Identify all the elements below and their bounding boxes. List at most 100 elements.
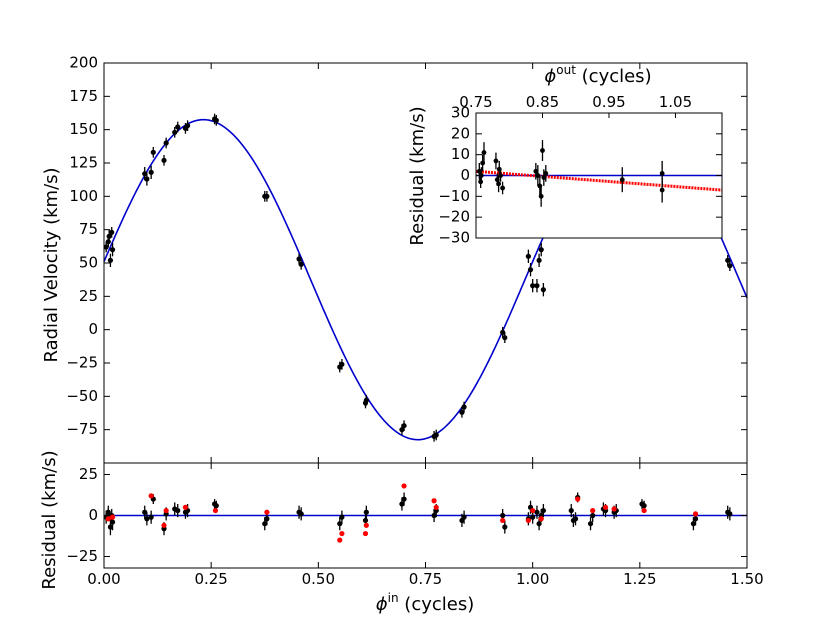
residual-point [362, 517, 369, 524]
rv-data-point [536, 257, 542, 263]
inset-point [478, 179, 484, 185]
residual-alt-point [575, 496, 581, 502]
inset-point [541, 175, 547, 180]
rv-data-point [264, 193, 270, 199]
residual-point [337, 521, 343, 527]
residual-xtick-label: 1.25 [623, 570, 656, 588]
rv-data-point [461, 404, 467, 410]
rv-data-point [527, 267, 534, 273]
inset-point [481, 150, 487, 155]
residual-alt-point [641, 507, 647, 514]
rv-data-point [399, 427, 405, 433]
residual-alt-point [163, 507, 169, 514]
inset-point [659, 187, 665, 193]
residual-alt-point [264, 509, 270, 515]
main-ytick-label: −25 [66, 354, 98, 372]
inset-x-axis-label-symbol: ϕ [544, 66, 556, 87]
rv-data-point [144, 176, 150, 182]
residual-y-axis-label: Residual (km/s) [39, 450, 60, 589]
main-ytick-label: 50 [79, 254, 98, 272]
residual-point [144, 516, 150, 522]
residual-alt-point [339, 530, 345, 537]
rv-data-point [142, 171, 148, 177]
residual-alt-point [500, 517, 506, 524]
residual-point [175, 507, 181, 514]
rv-data-point [363, 397, 369, 403]
inset-point [540, 148, 545, 153]
residual-alt-point [212, 507, 219, 514]
residual-point [568, 507, 574, 514]
residual-point [363, 509, 369, 515]
residual-point [107, 524, 114, 530]
x-axis-label-symbol: ϕ [376, 594, 388, 615]
rv-data-point [525, 253, 531, 259]
residual-point [213, 503, 219, 509]
residual-xtick-label: 0.00 [87, 570, 120, 588]
rv-data-point [103, 244, 109, 250]
rv-data-point [161, 157, 167, 163]
residual-ytick-label: −25 [66, 547, 98, 565]
rv-data-point [296, 256, 302, 262]
x-axis-label-rest: (cycles) [399, 594, 475, 615]
inset-ytick-label: 0 [460, 166, 470, 184]
residual-alt-point [401, 483, 407, 489]
residual-alt-point [433, 504, 439, 510]
residual-axis-ticks: 25 0 −25 0.00 0.25 0.50 0.75 1.00 1.25 1.50 [66, 463, 764, 588]
inset-axis-ticks: 30 20 10 0 −10 −20 −30 0.75 0.85 0.95 1.05 [438, 93, 722, 247]
inset-y-axis-label: Residual (km/s) [407, 106, 428, 245]
residual-point [727, 511, 733, 517]
residual-point [502, 524, 508, 530]
residual-panel: 25 0 −25 0.00 0.25 0.50 0.75 1.00 1.25 1.50 Resid… [39, 450, 764, 615]
residual-alt-point [692, 511, 699, 517]
residual-alt-point [109, 514, 116, 520]
inset-ytick-label: 20 [451, 124, 470, 142]
residual-point [534, 509, 540, 515]
residual-point [500, 512, 506, 519]
residual-point [399, 501, 405, 507]
residual-xtick-label: 0.25 [194, 570, 227, 588]
residual-point [262, 521, 268, 527]
inset-ytick-label: 10 [451, 145, 470, 163]
residual-alt-point [148, 493, 154, 499]
rv-data-point [148, 169, 154, 175]
rv-data-point [500, 329, 506, 335]
rv-data-point [213, 117, 219, 123]
residual-ytick-label: 25 [79, 465, 98, 483]
rv-data-point [459, 409, 465, 415]
rv-data-point [184, 123, 191, 129]
residual-point [690, 521, 697, 527]
inset-point [496, 181, 502, 187]
rv-data-point [725, 257, 731, 263]
residual-alt-point [362, 530, 369, 537]
main-ytick-label: −75 [66, 420, 98, 438]
main-y-axis-label: Radial Velocity (km/s) [41, 167, 62, 362]
rv-data-point [106, 233, 112, 239]
residual-alt-point [161, 522, 167, 528]
residual-point [105, 509, 111, 515]
main-ytick-label: 125 [69, 154, 98, 172]
residual-alt-point [337, 537, 343, 543]
main-ytick-label: 75 [79, 220, 98, 238]
inset-x-axis-label-sup: out [556, 63, 576, 77]
residual-alt-point [431, 498, 437, 504]
residual-point [109, 519, 116, 525]
inset-xtick-label: 0.95 [592, 93, 625, 111]
residual-data-points [103, 483, 747, 543]
main-ytick-label: 0 [88, 320, 98, 338]
rv-data-point [540, 287, 546, 293]
residual-xtick-label: 1.50 [730, 570, 763, 588]
residual-point [572, 516, 579, 522]
inset-point [533, 168, 539, 174]
residual-ytick-label: 0 [88, 506, 98, 524]
inset-point [619, 177, 625, 183]
inset-point [500, 185, 505, 191]
residual-point [148, 514, 154, 520]
inset-content [475, 140, 723, 207]
inset-ytick-label: −30 [438, 229, 470, 247]
rv-data-point [298, 261, 304, 267]
rv-data-point [107, 257, 114, 263]
main-ytick-label: 175 [69, 87, 98, 105]
inset-xtick-label: 1.05 [659, 93, 692, 111]
residual-alt-point [611, 506, 617, 512]
